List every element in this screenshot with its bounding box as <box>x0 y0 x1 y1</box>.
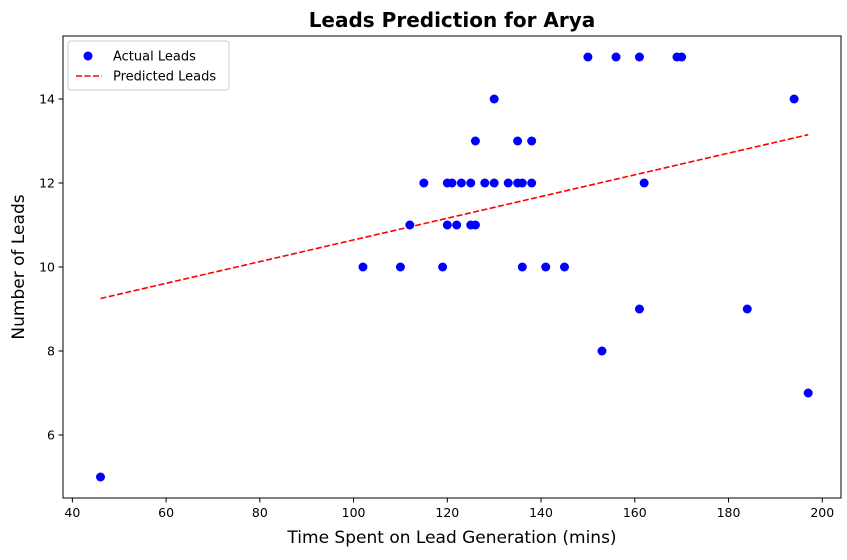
scatter-points-layer <box>95 52 813 482</box>
x-tick-label: 80 <box>252 505 268 520</box>
predicted-line-layer <box>100 133 809 300</box>
actual-lead-point <box>358 262 368 272</box>
actual-lead-point <box>597 346 607 356</box>
actual-lead-point <box>634 52 644 62</box>
x-tick-label: 60 <box>158 505 174 520</box>
legend: Actual Leads Predicted Leads <box>67 40 230 91</box>
legend-box <box>67 40 230 91</box>
actual-lead-point <box>634 304 644 314</box>
actual-lead-point <box>470 136 480 146</box>
y-axis-label: Number of Leads <box>9 194 29 339</box>
x-axis: 40 60 80 100 120 140 160 180 200 <box>64 498 834 520</box>
actual-lead-point <box>395 262 405 272</box>
actual-lead-point <box>466 178 476 188</box>
actual-lead-point <box>95 472 105 482</box>
actual-lead-point <box>611 52 621 62</box>
actual-lead-point <box>527 178 537 188</box>
actual-lead-point <box>489 178 499 188</box>
actual-lead-point <box>513 136 523 146</box>
actual-lead-point <box>442 220 452 230</box>
actual-lead-point <box>742 304 752 314</box>
actual-lead-point <box>419 178 429 188</box>
actual-lead-point <box>583 52 593 62</box>
x-tick-label: 100 <box>342 505 366 520</box>
actual-lead-point <box>480 178 490 188</box>
plot-area <box>62 35 842 499</box>
actual-lead-point <box>559 262 569 272</box>
y-axis: 6 8 10 12 14 <box>39 92 63 443</box>
actual-lead-point <box>456 178 466 188</box>
x-tick-label: 140 <box>529 505 553 520</box>
actual-lead-point <box>803 388 813 398</box>
actual-lead-point <box>677 52 687 62</box>
y-tick-label: 10 <box>39 260 55 275</box>
actual-lead-point <box>452 220 462 230</box>
actual-lead-point <box>489 94 499 104</box>
y-tick-label: 14 <box>39 92 55 107</box>
predicted-leads-line <box>100 133 809 300</box>
chart-title: Leads Prediction for Arya <box>309 8 596 32</box>
actual-lead-point <box>447 178 457 188</box>
actual-lead-point <box>503 178 513 188</box>
y-tick-label: 8 <box>47 344 55 359</box>
x-tick-label: 120 <box>435 505 459 520</box>
actual-lead-point <box>527 136 537 146</box>
x-tick-label: 200 <box>810 505 834 520</box>
actual-lead-point <box>789 94 799 104</box>
actual-lead-point <box>541 262 551 272</box>
plot-frame <box>62 35 842 499</box>
y-tick-label: 6 <box>47 428 55 443</box>
actual-lead-point <box>639 178 649 188</box>
x-tick-label: 180 <box>717 505 741 520</box>
actual-lead-point <box>517 178 527 188</box>
actual-lead-point <box>438 262 448 272</box>
actual-lead-point <box>405 220 415 230</box>
x-tick-label: 160 <box>623 505 647 520</box>
legend-label-predicted: Predicted Leads <box>113 70 216 85</box>
x-tick-label: 40 <box>64 505 80 520</box>
x-axis-label: Time Spent on Lead Generation (mins) <box>286 528 616 548</box>
actual-lead-point <box>470 220 480 230</box>
legend-label-actual: Actual Leads <box>113 50 196 65</box>
legend-marker-actual <box>83 51 93 61</box>
y-tick-label: 12 <box>39 176 55 191</box>
actual-lead-point <box>517 262 527 272</box>
